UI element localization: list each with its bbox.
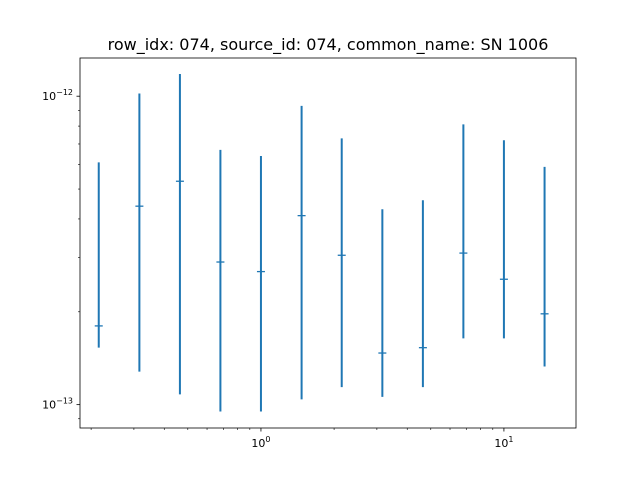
plot-area: 100 101 10−13 10−12 [42,74,549,450]
x-tick-label: 101 [494,435,513,450]
y-tick-label: 10−13 [42,397,73,412]
x-tick-label: 100 [251,435,270,450]
y-tick-label: 10−12 [42,88,73,103]
chart-title: row_idx: 074, source_id: 074, common_nam… [108,35,549,55]
axes-frame [79,57,577,429]
